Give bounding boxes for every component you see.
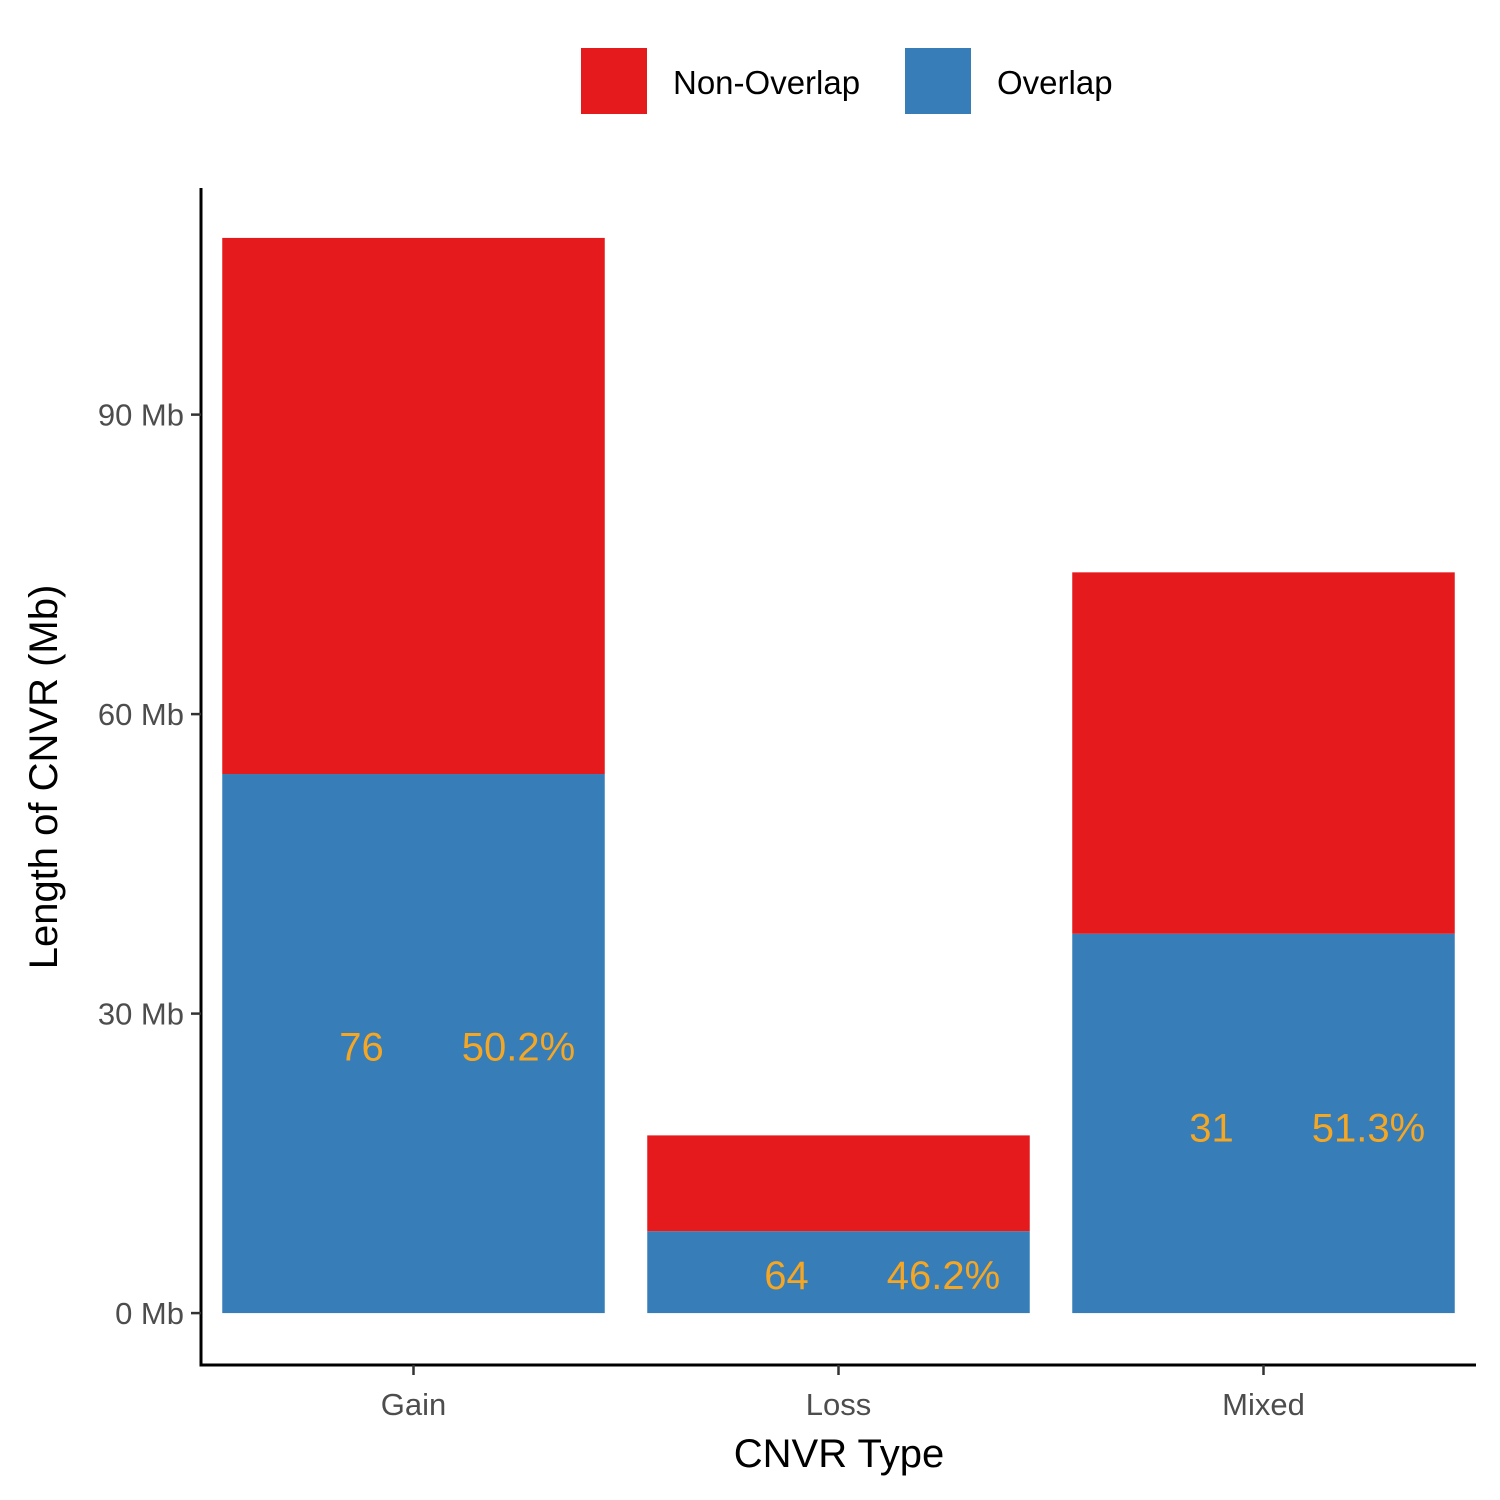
- y-tick-label: 60 Mb: [98, 697, 184, 732]
- y-tick-label: 0 Mb: [115, 1296, 184, 1331]
- legend-swatch-non-overlap: [581, 48, 647, 114]
- bar-loss-overlap: [647, 1231, 1030, 1314]
- count-label-mixed: 31: [1189, 1106, 1234, 1150]
- legend-swatch-overlap: [905, 48, 971, 114]
- bar-mixed-non-overlap: [1072, 572, 1455, 934]
- bar-loss-non-overlap: [647, 1135, 1030, 1232]
- count-label-loss: 64: [764, 1254, 809, 1298]
- bar-mixed-overlap: [1072, 933, 1455, 1314]
- bar-gain-overlap: [222, 774, 605, 1314]
- bars-group: [222, 237, 1455, 1314]
- x-tick-label-mixed: Mixed: [1222, 1387, 1305, 1422]
- y-tick-label: 30 Mb: [98, 997, 184, 1032]
- percent-label-loss: 46.2%: [887, 1254, 1000, 1298]
- legend-label-non-overlap: Non-Overlap: [673, 64, 860, 101]
- bar-gain-non-overlap: [222, 237, 605, 775]
- x-tick-label-gain: Gain: [381, 1387, 446, 1422]
- legend: Non-Overlap Overlap: [581, 48, 1113, 114]
- percent-label-gain: 50.2%: [462, 1026, 575, 1070]
- count-label-gain: 76: [339, 1026, 384, 1070]
- y-axis-title: Length of CNVR (Mb): [22, 585, 66, 970]
- percent-label-mixed: 51.3%: [1312, 1106, 1425, 1150]
- x-tick-label-loss: Loss: [806, 1387, 871, 1422]
- axes: 0 Mb 30 Mb 60 Mb 90 Mb Gain Loss Mixed: [98, 188, 1476, 1422]
- x-axis-title: CNVR Type: [734, 1432, 944, 1476]
- legend-label-overlap: Overlap: [997, 64, 1113, 101]
- bar-annotations: 76 50.2% 64 46.2% 31 51.3%: [339, 1026, 1425, 1299]
- y-tick-label: 90 Mb: [98, 398, 184, 433]
